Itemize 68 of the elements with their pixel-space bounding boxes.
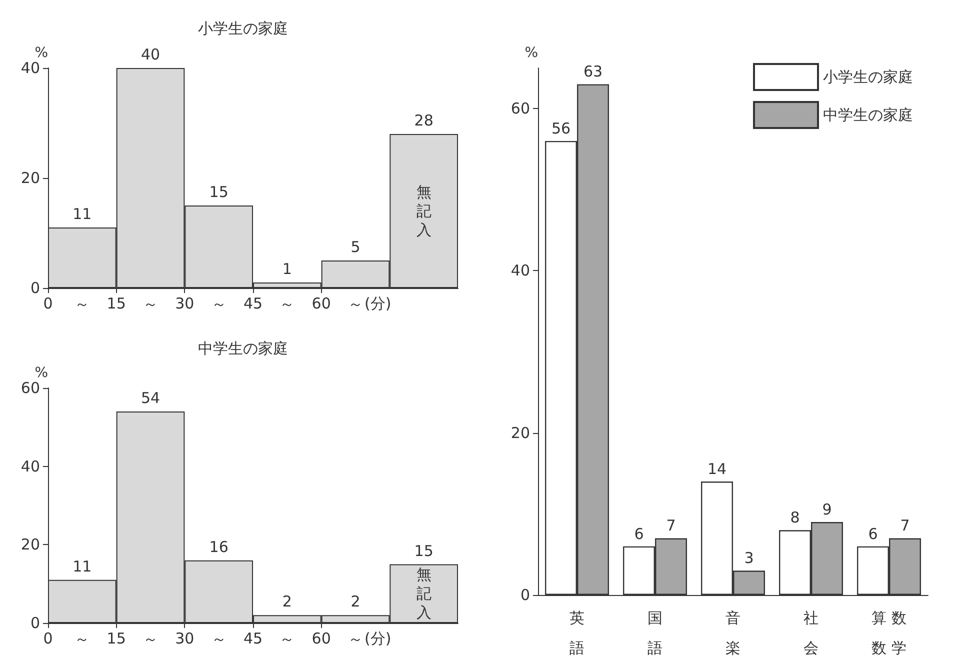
data-label: 56 — [551, 119, 571, 138]
annotation: 無記入 — [416, 566, 432, 622]
data-label: 6 — [634, 524, 644, 543]
data-label: 2 — [282, 592, 292, 611]
data-label: 15 — [414, 542, 434, 560]
data-label: 8 — [790, 508, 800, 527]
x-tick-label: 45 — [243, 294, 263, 312]
text: ～ — [280, 630, 295, 648]
y-tick-label: 20 — [510, 424, 530, 442]
text: ～ — [143, 630, 158, 648]
x-tick-label: 0 — [43, 294, 53, 312]
data-label: 40 — [140, 46, 160, 64]
y-axis-title: % — [524, 45, 538, 61]
data-label: 6 — [868, 524, 878, 543]
y-tick-label: 40 — [510, 262, 530, 280]
chart-title: 中学生の家庭 — [198, 340, 288, 358]
data-label: 1 — [282, 260, 292, 278]
x-tick-label: 45 — [243, 630, 263, 648]
x-tick-label: 英語 — [570, 609, 584, 657]
legend-label: 中学生の家庭 — [823, 106, 913, 124]
data-label: 7 — [900, 516, 910, 535]
data-label: 14 — [707, 460, 727, 478]
data-label: 15 — [209, 183, 228, 201]
x-tick-label: 音楽 — [726, 609, 740, 657]
x-tick-label: 国語 — [648, 609, 662, 657]
data-label: 9 — [822, 500, 832, 519]
x-tick-label: 15 — [106, 294, 126, 312]
text: ～ — [348, 630, 363, 648]
data-label: 7 — [666, 516, 676, 535]
y-axis-title: % — [34, 45, 48, 61]
x-tick-label: 社会 — [804, 609, 818, 657]
y-tick-label: 40 — [20, 457, 40, 476]
data-label: 11 — [72, 557, 92, 576]
x-tick-label: 0 — [43, 630, 53, 648]
data-label: 5 — [350, 238, 360, 256]
text: ～ — [280, 295, 295, 313]
data-label: 16 — [209, 538, 228, 556]
chart-title: 小学生の家庭 — [198, 20, 288, 38]
text: ～ — [143, 295, 158, 313]
text: ～ — [211, 295, 226, 313]
text: ～ — [211, 630, 226, 648]
y-tick-label: 0 — [30, 279, 40, 297]
x-tick-label: 算 数数 学 — [872, 609, 906, 657]
x-axis-title: (分) — [364, 630, 392, 648]
y-axis-title: % — [34, 365, 48, 381]
data-label: 3 — [744, 549, 754, 568]
text: ～ — [74, 630, 90, 648]
x-tick-label: 60 — [312, 630, 331, 648]
y-tick-label: 20 — [20, 169, 40, 187]
x-tick-label: 15 — [106, 630, 126, 648]
text: ～ — [74, 295, 90, 313]
text: ～ — [348, 295, 363, 313]
y-tick-label: 60 — [510, 100, 530, 118]
legend-label: 小学生の家庭 — [823, 68, 913, 86]
data-label: 2 — [350, 592, 360, 611]
x-axis-title: (分) — [364, 294, 392, 312]
x-tick-label: 60 — [312, 294, 331, 312]
data-label: 54 — [140, 389, 160, 407]
y-tick-label: 20 — [20, 536, 40, 554]
y-tick-label: 0 — [520, 586, 530, 604]
data-label: 63 — [583, 62, 603, 81]
y-tick-label: 60 — [20, 379, 40, 397]
y-tick-label: 40 — [20, 59, 40, 77]
data-label: 28 — [414, 112, 434, 130]
data-label: 11 — [72, 205, 92, 223]
x-tick-label: 30 — [175, 630, 194, 648]
x-tick-label: 30 — [175, 294, 194, 312]
annotation: 無記入 — [416, 183, 432, 239]
